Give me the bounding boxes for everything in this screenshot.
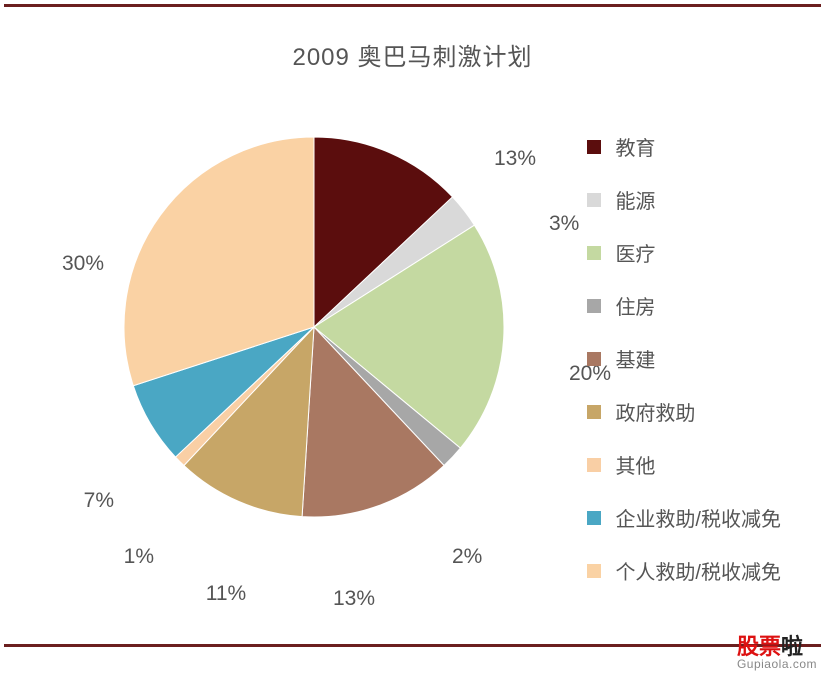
legend-swatch (587, 352, 601, 366)
slice-label: 13% (333, 587, 375, 611)
legend-item: 个人救助/税收减免 (587, 556, 781, 585)
legend-item: 企业救助/税收减免 (587, 503, 781, 532)
slice-label: 3% (549, 212, 579, 236)
legend-swatch (587, 511, 601, 525)
watermark-line1: 股票啦 (737, 635, 817, 658)
legend: 教育能源医疗住房基建政府救助其他企业救助/税收减免个人救助/税收减免 (587, 132, 781, 609)
legend-label: 个人救助/税收减免 (615, 556, 781, 585)
legend-swatch (587, 246, 601, 260)
watermark-line2: Gupiaola.com (737, 658, 817, 671)
legend-swatch (587, 299, 601, 313)
slice-label: 13% (494, 147, 536, 171)
legend-label: 政府救助 (615, 397, 695, 426)
legend-label: 企业救助/税收减免 (615, 503, 781, 532)
chart-frame: 2009 奥巴马刺激计划 13%3%20%2%13%11%1%7%30% 教育能… (4, 4, 821, 647)
slice-label: 11% (206, 582, 246, 606)
chart-title: 2009 奥巴马刺激计划 (4, 37, 821, 72)
chart-area: 13%3%20%2%13%11%1%7%30% 教育能源医疗住房基建政府救助其他… (4, 97, 821, 644)
legend-label: 医疗 (615, 238, 655, 267)
legend-item: 教育 (587, 132, 781, 161)
legend-label: 其他 (615, 450, 655, 479)
slice-label: 1% (124, 545, 154, 569)
legend-item: 其他 (587, 450, 781, 479)
legend-swatch (587, 405, 601, 419)
legend-item: 医疗 (587, 238, 781, 267)
pie-svg (124, 137, 504, 517)
slice-label: 30% (62, 252, 104, 276)
legend-label: 住房 (615, 291, 655, 320)
slice-label: 7% (84, 489, 114, 513)
legend-swatch (587, 564, 601, 578)
legend-label: 基建 (615, 344, 655, 373)
watermark-red: 股票 (737, 634, 781, 659)
watermark-black: 啦 (781, 634, 803, 659)
legend-label: 能源 (615, 185, 655, 214)
legend-swatch (587, 458, 601, 472)
legend-item: 政府救助 (587, 397, 781, 426)
slice-label: 2% (452, 545, 482, 569)
legend-item: 住房 (587, 291, 781, 320)
pie-container: 13%3%20%2%13%11%1%7%30% (124, 137, 504, 517)
legend-swatch (587, 140, 601, 154)
legend-item: 能源 (587, 185, 781, 214)
legend-swatch (587, 193, 601, 207)
legend-label: 教育 (615, 132, 655, 161)
legend-item: 基建 (587, 344, 781, 373)
watermark: 股票啦 Gupiaola.com (737, 635, 817, 671)
pie-slices (124, 137, 504, 517)
